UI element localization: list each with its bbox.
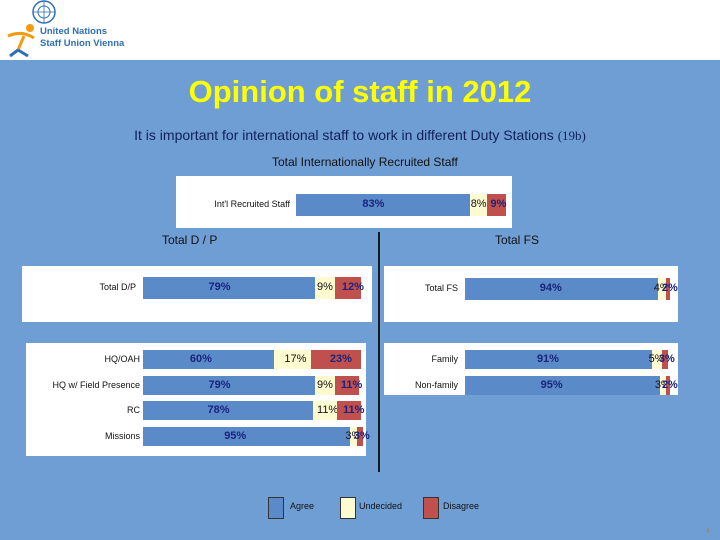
- category-label: Non-family: [318, 380, 458, 390]
- header-bar: United Nations Staff Union Vienna: [0, 0, 720, 60]
- logo-line-2: Staff Union Vienna: [40, 38, 124, 50]
- data-label-disagree: 3%: [354, 430, 370, 442]
- category-label: Family: [318, 354, 458, 364]
- chart-title-3: Total FS: [495, 233, 539, 247]
- staff-union-figure-icon: [4, 22, 42, 58]
- data-label-agree: 79%: [208, 379, 230, 391]
- chart-title-1: Total D / P: [162, 233, 217, 247]
- panel-divider: [378, 232, 380, 472]
- legend-label-disagree: Disagree: [443, 501, 479, 511]
- logo-text: United Nations Staff Union Vienna: [40, 26, 124, 50]
- page-subtitle: It is important for international staff …: [0, 127, 720, 144]
- data-label-undecided: 17%: [284, 353, 306, 365]
- legend-swatch-agree: [268, 497, 284, 519]
- data-label-agree: 95%: [224, 430, 246, 442]
- legend-swatch-disagree: [423, 497, 439, 519]
- data-label-agree: 60%: [190, 353, 212, 365]
- data-label-agree: 78%: [208, 404, 230, 416]
- chart-title-0: Total Internationally Recruited Staff: [272, 155, 458, 169]
- data-label-undecided: 8%: [471, 198, 487, 210]
- data-label-disagree: 3%: [659, 353, 675, 365]
- data-label-agree: 95%: [541, 379, 563, 391]
- data-label-undecided: 11%: [317, 404, 338, 416]
- data-label-disagree: 11%: [343, 404, 364, 416]
- legend-swatch-undecided: [340, 497, 356, 519]
- category-label: RC: [0, 405, 140, 415]
- data-label-agree: 91%: [537, 353, 559, 365]
- data-label-agree: 83%: [362, 198, 384, 210]
- page-title: Opinion of staff in 2012: [0, 74, 720, 110]
- data-label-agree: 79%: [208, 281, 230, 293]
- bar-segment-agree: [143, 427, 350, 446]
- category-label: HQ/OAH: [0, 354, 140, 364]
- category-label: Total FS: [318, 283, 458, 293]
- subtitle-text: It is important for international staff …: [134, 127, 554, 143]
- legend-label-undecided: Undecided: [359, 501, 402, 511]
- page-number: 4: [706, 528, 710, 535]
- data-label-disagree: 2%: [662, 282, 678, 294]
- data-label-agree: 94%: [540, 282, 562, 294]
- category-label: Int'l Recruited Staff: [150, 199, 290, 209]
- category-label: HQ w/ Field Presence: [0, 380, 140, 390]
- subtitle-code: (19b): [558, 128, 586, 143]
- data-label-disagree: 2%: [662, 379, 678, 391]
- category-label: Missions: [0, 431, 140, 441]
- category-label: Total D/P: [0, 282, 136, 292]
- data-label-disagree: 9%: [491, 198, 507, 210]
- legend-label-agree: Agree: [290, 501, 314, 511]
- logo-line-1: United Nations: [40, 26, 124, 38]
